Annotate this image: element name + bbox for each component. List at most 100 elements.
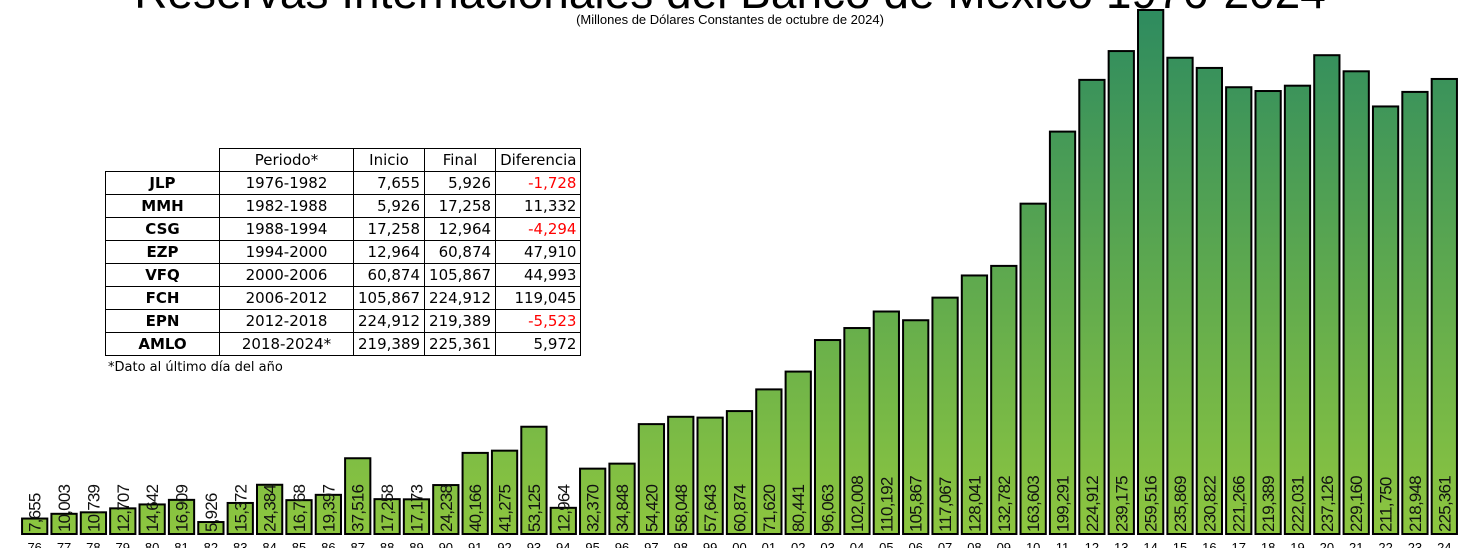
value-label: 105,867 — [907, 476, 926, 532]
bar — [79, 511, 108, 535]
value-label: 32,370 — [584, 484, 603, 532]
table-cell: 12,964 — [352, 240, 426, 264]
bar — [1401, 90, 1429, 536]
bar — [50, 512, 78, 535]
x-tick-label: 81 — [174, 540, 188, 548]
value-label: 60,874 — [731, 484, 750, 532]
value-label: 117,067 — [936, 477, 955, 532]
x-tick-label: 91 — [468, 540, 482, 548]
table-cell: 224,912 — [352, 309, 426, 333]
bar — [960, 274, 989, 535]
x-tick-label: 11 — [1056, 540, 1070, 548]
table-cell: 5,926 — [352, 194, 426, 218]
x-tick-label: 07 — [938, 540, 952, 548]
table-note: *Dato al último día del año — [108, 360, 283, 375]
bar — [931, 296, 959, 535]
x-tick-label: 76 — [27, 540, 41, 548]
bar — [314, 493, 342, 536]
table-cell: 11,332 — [495, 194, 582, 218]
x-tick-label: 93 — [527, 540, 541, 548]
table-cell: 44,993 — [495, 263, 582, 287]
bar — [1195, 66, 1224, 536]
table-cell: FCH — [105, 286, 220, 310]
bar — [490, 449, 519, 535]
bar — [902, 319, 930, 535]
value-label: 222,031 — [1288, 476, 1307, 532]
value-label: 110,192 — [877, 477, 896, 532]
value-label: 24,384 — [261, 484, 280, 532]
bar — [755, 388, 783, 535]
table-cell: MMH — [105, 194, 220, 218]
table-cell: 7,655 — [352, 171, 426, 195]
x-tick-label: 89 — [409, 540, 423, 548]
value-label: 54,420 — [642, 484, 661, 532]
value-label: 102,008 — [848, 476, 867, 532]
x-tick-label: 95 — [585, 540, 599, 548]
value-label: 53,125 — [525, 484, 544, 532]
bar — [373, 498, 401, 535]
value-label: 37,516 — [349, 484, 368, 532]
value-label: 132,782 — [995, 476, 1014, 532]
table-row: MMH 1982-1988 5,926 17,258 11,332 — [105, 194, 582, 218]
x-tick-label: 18 — [1261, 540, 1275, 548]
value-label: 17,258 — [378, 484, 397, 532]
value-label: 16,768 — [290, 484, 309, 532]
x-tick-label: 00 — [732, 540, 746, 548]
table-cell: 2006-2012 — [219, 286, 354, 310]
x-tick-label: 22 — [1378, 540, 1392, 548]
x-tick-label: 90 — [439, 540, 453, 548]
x-tick-label: 86 — [321, 540, 335, 548]
bar — [167, 498, 196, 535]
bar — [667, 415, 695, 535]
x-tick-label: 17 — [1232, 540, 1246, 548]
value-label: 237,126 — [1318, 476, 1337, 532]
value-label: 221,266 — [1230, 476, 1249, 532]
summary-table: Periodo* Inicio Final Diferencia JLP 1976-198… — [105, 148, 582, 356]
bar — [461, 451, 489, 535]
x-tick-label: 09 — [997, 540, 1011, 548]
table-cell: 12,964 — [424, 217, 497, 241]
x-tick-label: 08 — [967, 540, 981, 548]
column-header: Inicio — [352, 148, 426, 172]
value-label: 96,063 — [819, 484, 838, 532]
x-tick-label: 79 — [116, 540, 130, 548]
bar — [637, 423, 666, 536]
x-tick-label: 92 — [497, 540, 511, 548]
bar — [725, 410, 754, 535]
x-tick-label: 24 — [1437, 540, 1451, 548]
bar — [1166, 56, 1194, 536]
bar — [138, 503, 166, 535]
bar — [432, 484, 460, 535]
value-label: 34,848 — [613, 484, 632, 532]
x-tick-label: 87 — [350, 540, 364, 548]
value-label: 10,003 — [55, 484, 74, 532]
chart-title: Reservas Internacionales del Banco de Mé… — [134, 0, 1326, 18]
bar — [21, 517, 49, 535]
table-cell: 105,867 — [352, 286, 426, 310]
bar — [1019, 202, 1047, 536]
value-label: 40,166 — [466, 484, 485, 532]
x-tick-label: 02 — [791, 540, 805, 548]
x-tick-label: 23 — [1408, 540, 1422, 548]
bar — [1225, 86, 1253, 535]
bar — [109, 507, 137, 535]
table-cell: 219,389 — [424, 309, 497, 333]
table-cell: -1,728 — [495, 171, 582, 195]
value-label: 24,238 — [437, 484, 456, 532]
table-row: CSG 1988-1994 17,258 12,964 -4,294 — [105, 217, 582, 241]
x-tick-label: 83 — [233, 540, 247, 548]
bar — [1283, 84, 1312, 535]
value-label: 57,643 — [701, 484, 720, 532]
value-label: 259,516 — [1142, 476, 1161, 532]
table-cell: -5,523 — [495, 309, 582, 333]
value-label: 12,707 — [114, 484, 133, 532]
x-tick-label: 99 — [703, 540, 717, 548]
value-label: 10,739 — [84, 484, 103, 532]
value-label: 17,173 — [407, 484, 426, 532]
bar — [255, 483, 284, 535]
value-label: 7,655 — [26, 493, 45, 532]
x-tick-label: 97 — [644, 540, 658, 548]
table-cell: AMLO — [105, 332, 220, 356]
bar — [285, 499, 313, 535]
